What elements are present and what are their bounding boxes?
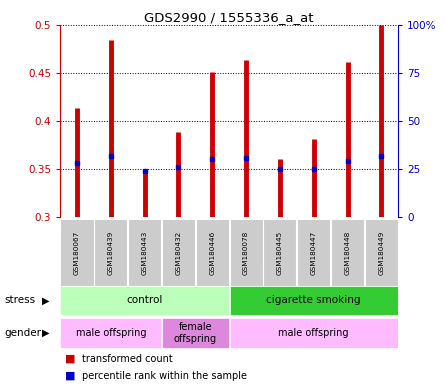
Text: GSM180432: GSM180432 — [175, 230, 182, 275]
Text: GSM180445: GSM180445 — [277, 230, 283, 275]
Text: ▶: ▶ — [42, 295, 50, 306]
Text: GSM180443: GSM180443 — [142, 230, 148, 275]
Bar — [263, 219, 296, 286]
Bar — [61, 219, 93, 286]
Bar — [94, 219, 127, 286]
Text: control: control — [126, 295, 163, 306]
Bar — [297, 219, 330, 286]
Text: cigarette smoking: cigarette smoking — [267, 295, 361, 306]
Text: male offspring: male offspring — [76, 328, 146, 338]
Text: transformed count: transformed count — [82, 354, 173, 364]
Bar — [162, 219, 195, 286]
Text: percentile rank within the sample: percentile rank within the sample — [82, 371, 247, 381]
Text: gender: gender — [4, 328, 41, 338]
Text: male offspring: male offspring — [279, 328, 349, 338]
Text: GSM180439: GSM180439 — [108, 230, 114, 275]
Bar — [162, 318, 229, 348]
Text: ▶: ▶ — [42, 328, 50, 338]
Text: female
offspring: female offspring — [174, 322, 217, 344]
Bar — [196, 219, 229, 286]
Text: GSM180078: GSM180078 — [243, 230, 249, 275]
Text: GSM180448: GSM180448 — [344, 230, 351, 275]
Bar — [230, 219, 263, 286]
Bar — [230, 318, 398, 348]
Bar — [61, 318, 161, 348]
Text: ■: ■ — [65, 371, 75, 381]
Text: GSM180067: GSM180067 — [74, 230, 80, 275]
Bar — [365, 219, 398, 286]
Text: GSM180446: GSM180446 — [209, 230, 215, 275]
Text: stress: stress — [4, 295, 36, 306]
Title: GDS2990 / 1555336_a_at: GDS2990 / 1555336_a_at — [145, 11, 314, 24]
Text: ■: ■ — [65, 354, 75, 364]
Bar — [128, 219, 161, 286]
Text: GSM180449: GSM180449 — [378, 230, 384, 275]
Bar — [61, 286, 229, 315]
Bar — [230, 286, 398, 315]
Bar — [331, 219, 364, 286]
Text: GSM180447: GSM180447 — [311, 230, 317, 275]
